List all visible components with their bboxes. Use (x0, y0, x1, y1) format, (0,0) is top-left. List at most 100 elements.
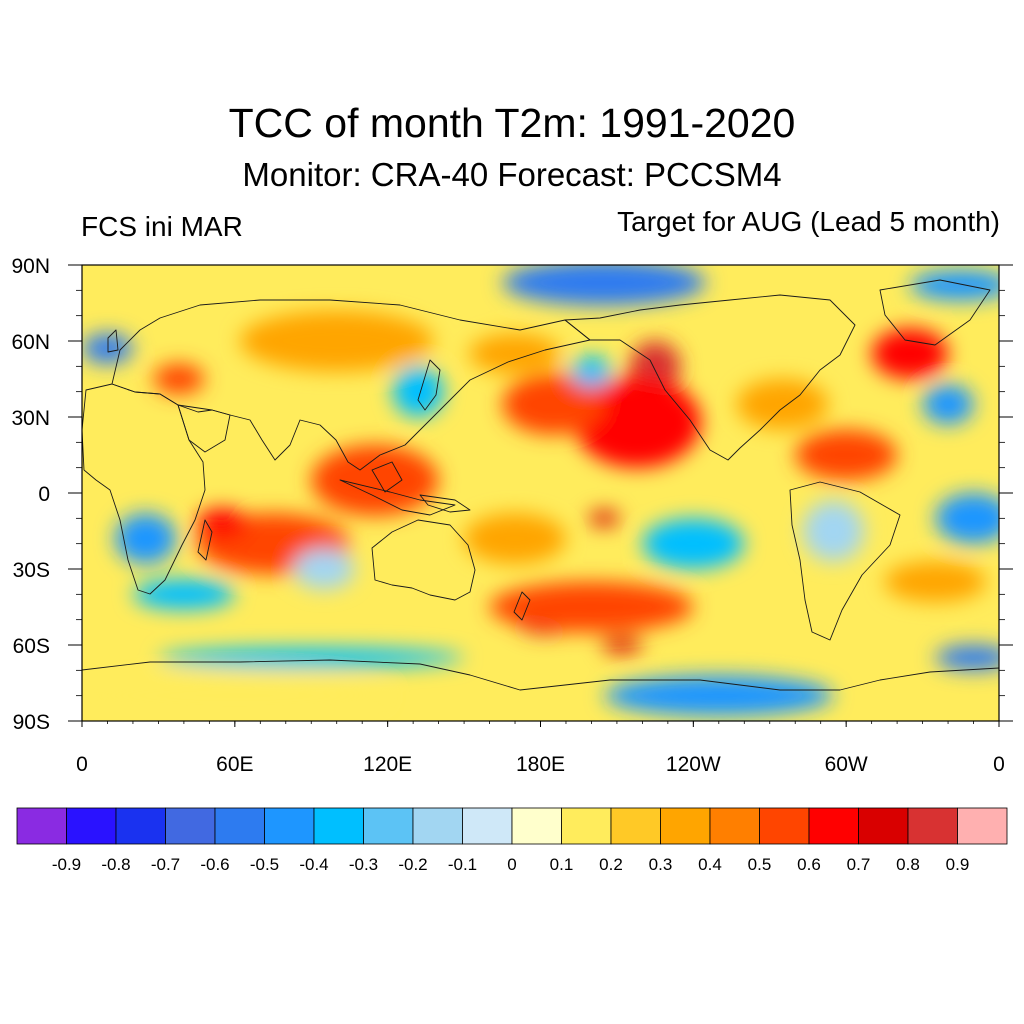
y-tick-label: 60S (13, 635, 50, 658)
colorbar-label: 0.9 (946, 855, 970, 874)
tcc-region-south-america-negative (802, 500, 864, 562)
tcc-region-south-atlantic-positive (884, 561, 987, 602)
colorbar-box (412, 807, 463, 845)
x-tick-label: 60E (216, 753, 253, 776)
figure-subtitle: Monitor: CRA-40 Forecast: PCCSM4 (242, 156, 782, 193)
x-axis: 0 60E 120E 180E 120W 60W 0 (76, 721, 1005, 776)
tcc-region-equatorial-pacific-spot (588, 510, 620, 526)
coast-greenland (879, 279, 991, 346)
right-string: Target for AUG (Lead 5 month) (617, 206, 1000, 237)
coast-australia (371, 519, 476, 601)
colorbar-label: 0.8 (896, 855, 920, 874)
x-tick-label: 180E (516, 753, 565, 776)
tcc-region-north-pacific-east (573, 376, 701, 468)
colorbar-box (264, 807, 315, 845)
tcc-region-madagascar-band (196, 508, 248, 539)
y-tick-label: 90N (11, 255, 50, 278)
tcc-region-caribbean-positive (795, 429, 898, 481)
y-axis: 90N 60N 30N 0 30S 60S 90S (11, 255, 1013, 734)
y-tick-label: 90S (13, 711, 50, 734)
colorbar-box (462, 807, 513, 845)
y-tick-label: 30N (11, 407, 50, 430)
tcc-region-far-south-atlantic-negative (935, 645, 999, 671)
coast-new-guinea (419, 494, 471, 513)
x-tick-label: 120W (666, 753, 721, 776)
tcc-region-southern-africa-negative (115, 513, 177, 564)
coast-japan (417, 359, 441, 411)
colorbar-label: 0.4 (698, 855, 722, 874)
colorbar-label: 0.3 (649, 855, 673, 874)
colorbar-box (115, 807, 166, 845)
tcc-region-maritime-continent-positive (311, 444, 439, 516)
x-tick-label: 120E (363, 753, 412, 776)
colorbar-label: 0.5 (748, 855, 772, 874)
colorbar-box (66, 807, 117, 845)
tcc-region-tropical-atlantic-negative (935, 493, 999, 544)
coast-arabia (177, 404, 231, 453)
tcc-region-north-atlantic-north-negative (909, 270, 999, 301)
colorbar-box (759, 807, 810, 845)
colorbar-box (660, 807, 711, 845)
colorbar-label: -0.6 (200, 855, 229, 874)
colorbar-box (610, 807, 661, 845)
tcc-region-south-pacific-spot (601, 637, 643, 653)
coastlines (82, 279, 999, 691)
colorbar-label: -0.5 (250, 855, 279, 874)
colorbar-box (511, 807, 562, 845)
tcc-region-north-atlantic-positive (871, 328, 949, 379)
x-tick-label: 0 (76, 753, 88, 776)
colorbar-label: 0.1 (550, 855, 574, 874)
coast-uk (107, 329, 119, 353)
tcc-region-arctic-ocean-negative (502, 265, 707, 306)
colorbar-box (858, 807, 909, 845)
colorbar-label: 0.6 (797, 855, 821, 874)
colorbar: -0.9 -0.8 -0.7 -0.6 -0.5 -0.4 -0.3 -0.2 -0.1 0 0.1… (16, 807, 1008, 874)
tcc-region-north-pacific-bridge (469, 333, 561, 374)
map-field (82, 265, 999, 721)
tcc-region-south-indian-negative (132, 579, 235, 610)
y-tick-label: 60N (11, 331, 50, 354)
y-tick-label: 30S (13, 559, 50, 582)
coast-borneo (371, 461, 403, 493)
tcc-region-north-pacific-west (502, 373, 605, 435)
colorbar-box (363, 807, 414, 845)
colorbar-box (709, 807, 760, 845)
tcc-region-southern-ocean-negative (158, 647, 465, 668)
coast-south-america (789, 481, 901, 641)
colorbar-label: 0 (507, 855, 516, 874)
tcc-region-east-asia-negative (392, 366, 444, 417)
tcc-region-eastern-europe-positive (153, 363, 205, 395)
coast-north-america (564, 294, 856, 461)
colorbar-label: -0.8 (101, 855, 130, 874)
colorbar-label: -0.7 (151, 855, 180, 874)
tcc-region-south-pacific-band (489, 581, 694, 633)
colorbar-label: 0.7 (847, 855, 871, 874)
coast-antarctica (82, 659, 999, 691)
tcc-region-east-antarctic-positive (82, 675, 388, 716)
tcc-region-north-america-positive (736, 379, 829, 430)
colorbar-box (808, 807, 859, 845)
tcc-region-subtropical-pacific-positive (464, 513, 566, 564)
colorbar-box (313, 807, 364, 845)
colorbar-label: -0.1 (448, 855, 477, 874)
tcc-region-central-pacific-negative (642, 518, 745, 570)
colorbar-label: 0.2 (599, 855, 623, 874)
colorbar-box (957, 807, 1008, 845)
colorbar-label: -0.9 (52, 855, 81, 874)
coast-new-zealand (513, 591, 531, 621)
colorbar-label: -0.2 (398, 855, 427, 874)
tcc-region-mid-atlantic-negative (922, 384, 974, 425)
colorbar-label: -0.3 (349, 855, 378, 874)
x-tick-label: 60W (825, 753, 868, 776)
colorbar-box (214, 807, 265, 845)
x-tick-label: 0 (993, 753, 1005, 776)
tcc-region-siberia-positive (239, 310, 434, 372)
colorbar-box (561, 807, 612, 845)
colorbar-box (165, 807, 216, 845)
y-tick-label: 0 (38, 483, 50, 506)
figure-title: TCC of month T2m: 1991-2020 (228, 100, 796, 146)
tcc-regions (82, 265, 999, 716)
tcc-region-west-antarctic-negative (604, 675, 834, 716)
left-string: FCS ini MAR (81, 211, 243, 242)
